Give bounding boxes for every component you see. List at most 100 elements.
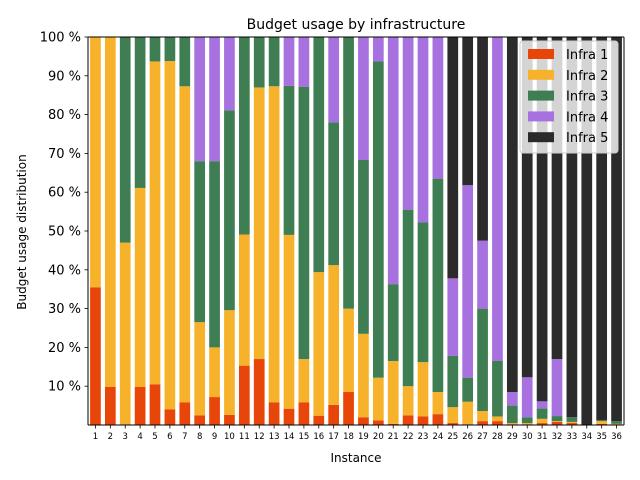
bar-segment-infra-2-instance-28 [492,416,503,422]
x-tick-label: 1 [93,432,98,442]
x-tick-label: 17 [328,432,339,442]
x-tick-label: 24 [432,432,443,442]
x-tick-label: 7 [182,432,187,442]
bar-segment-infra-1-instance-13 [268,402,280,425]
x-axis-label: Instance [330,451,381,465]
bar-segment-infra-5-instance-31 [536,37,548,402]
x-tick-label: 32 [552,432,563,442]
bar-segment-infra-3-instance-26 [462,377,474,402]
bar-segment-infra-1-instance-28 [492,421,503,425]
bar-segment-infra-1-instance-12 [253,359,265,425]
bar-segment-infra-4-instance-30 [521,377,533,418]
x-tick-label: 28 [492,432,503,442]
bar-segment-infra-4-instance-29 [506,392,518,406]
x-tick-label: 13 [269,432,280,442]
bar-segment-infra-2-instance-23 [417,362,429,417]
bar-segment-infra-3-instance-6 [164,37,176,62]
bar-segment-infra-3-instance-25 [447,355,459,408]
bar-segment-infra-2-instance-8 [194,322,206,416]
bar-segment-infra-3-instance-36 [611,421,622,424]
bar-segment-infra-4-instance-15 [298,37,310,87]
bar-segment-infra-2-instance-6 [164,61,176,410]
legend-swatch-infra-3 [528,90,554,101]
bar-segment-infra-5-instance-27 [477,37,488,241]
legend-label-infra-4: Infra 4 [566,110,608,125]
bar-segment-infra-3-instance-7 [179,37,191,87]
y-tick-label: 100 % [40,31,81,46]
bar-segment-infra-2-instance-9 [209,347,220,398]
bar-segment-infra-2-instance-36 [611,423,622,425]
bar-segment-infra-1-instance-19 [358,417,369,425]
bar-segment-infra-5-instance-32 [551,37,563,360]
bar-segment-infra-2-instance-26 [462,401,474,425]
bar-segment-infra-3-instance-32 [551,416,563,422]
bar-segment-infra-1-instance-7 [179,402,191,425]
x-tick-label: 15 [298,432,309,442]
bar-segment-infra-5-instance-36 [611,37,622,422]
x-tick-label: 4 [137,432,142,442]
bar-segment-infra-3-instance-28 [492,360,503,417]
bar-segment-infra-1-instance-14 [283,408,295,425]
bar-segment-infra-1-instance-23 [417,416,429,425]
bar-segment-infra-1-instance-18 [343,392,354,425]
bar-segment-infra-2-instance-1 [90,37,101,288]
bar-segment-infra-5-instance-35 [596,37,608,420]
bar-segment-infra-1-instance-17 [328,404,340,425]
bar-segment-infra-3-instance-22 [402,209,414,387]
x-tick-label: 16 [313,432,324,442]
y-ticks-group: 10 % 20 % 30 % 40 % 50 % 60 % 70 % 80 % 90 % 100 … [40,31,88,395]
bar-segment-infra-2-instance-25 [447,407,459,424]
bar-segment-infra-4-instance-22 [402,37,414,210]
bar-segment-infra-3-instance-12 [253,37,265,88]
y-axis-label: Budget usage distribution [15,154,29,309]
bar-segment-infra-2-instance-11 [238,234,250,366]
x-tick-label: 3 [123,432,128,442]
bar-segment-infra-2-instance-22 [402,386,414,416]
bars-group [90,36,622,425]
bar-segment-infra-2-instance-4 [134,187,146,387]
bar-segment-infra-3-instance-31 [536,408,548,419]
bar-segment-infra-2-instance-31 [536,418,548,424]
bar-segment-infra-2-instance-24 [432,392,444,415]
bar-segment-infra-2-instance-13 [268,86,280,403]
bar-segment-infra-2-instance-21 [387,360,399,424]
bar-segment-infra-3-instance-13 [268,37,280,87]
x-tick-label: 22 [403,432,414,442]
bar-segment-infra-3-instance-16 [313,37,325,273]
bar-segment-infra-5-instance-26 [462,37,474,186]
bar-segment-infra-4-instance-31 [536,401,548,409]
x-tick-label: 26 [462,432,473,442]
x-tick-label: 31 [537,432,548,442]
bar-segment-infra-1-instance-1 [90,287,101,425]
x-tick-label: 12 [254,432,265,442]
bar-segment-infra-1-instance-35 [596,423,608,425]
bar-segment-infra-5-instance-33 [566,37,578,418]
chart-title: Budget usage by infrastructure [247,17,466,33]
x-tick-label: 30 [522,432,533,442]
bar-segment-infra-1-instance-27 [477,421,488,425]
bar-segment-infra-3-instance-33 [566,417,578,422]
bar-segment-infra-2-instance-18 [343,308,354,393]
bar-segment-infra-1-instance-2 [104,386,116,425]
bar-segment-infra-5-instance-30 [521,37,533,378]
bar-segment-infra-3-instance-4 [134,37,146,188]
bar-segment-infra-1-instance-10 [224,414,235,425]
bar-segment-infra-2-instance-35 [596,421,608,424]
bar-segment-infra-3-instance-10 [224,110,235,311]
bar-segment-infra-3-instance-27 [477,308,488,412]
bar-segment-infra-2-instance-3 [119,242,131,425]
bar-segment-infra-4-instance-28 [492,37,503,361]
legend-label-infra-2: Infra 2 [566,69,608,84]
bar-segment-infra-2-instance-32 [551,421,563,422]
bar-segment-infra-2-instance-14 [283,234,295,409]
bar-segment-infra-2-instance-19 [358,333,369,418]
bar-segment-infra-1-instance-15 [298,402,310,425]
legend-swatch-infra-4 [528,111,554,122]
bar-segment-infra-1-instance-25 [447,423,459,425]
x-tick-label: 9 [212,432,217,442]
x-tick-label: 5 [152,432,157,442]
bar-segment-infra-4-instance-20 [372,37,384,62]
bar-segment-infra-2-instance-7 [179,86,191,403]
bar-segment-infra-2-instance-5 [149,61,161,385]
bar-segment-infra-1-instance-21 [387,423,399,425]
